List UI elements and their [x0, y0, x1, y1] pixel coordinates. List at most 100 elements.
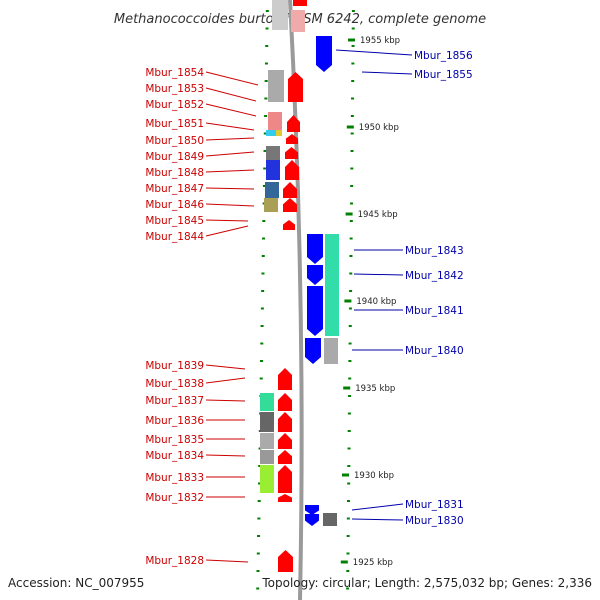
forward-gene-arrow: [287, 115, 300, 132]
tick-mark-left: [263, 132, 267, 135]
gene-label-mbur_1856: Mbur_1856: [414, 50, 473, 62]
kbp-tick: [348, 38, 355, 42]
leader-line: [205, 364, 246, 370]
gene-label-mbur_1855: Mbur_1855: [414, 69, 473, 81]
homolog-box: [260, 412, 274, 432]
tick-mark-right: [346, 535, 350, 537]
tick-mark-left: [260, 342, 264, 345]
leader-line: [335, 49, 413, 56]
tick-mark-right: [349, 290, 353, 292]
homolog-box: [266, 146, 280, 160]
tick-mark-right: [347, 482, 351, 485]
tick-mark-left: [260, 307, 264, 310]
tick-mark-left: [262, 220, 266, 222]
reverse-gene-arrow: [305, 514, 319, 526]
forward-gene-arrow: [278, 550, 293, 572]
gene-label-mbur_1849: Mbur_1849: [145, 151, 204, 163]
tick-mark-right: [346, 587, 350, 590]
leader-line: [205, 151, 255, 157]
tick-mark-left: [260, 325, 264, 327]
tick-mark-right: [351, 45, 355, 47]
gene-label-mbur_1847: Mbur_1847: [145, 183, 204, 195]
tick-mark-left: [262, 237, 266, 240]
tick-mark-right: [349, 202, 353, 205]
homolog-box: [323, 513, 337, 526]
tick-mark-right: [348, 307, 352, 310]
tick-mark-right: [346, 552, 350, 555]
tick-mark-left: [263, 167, 267, 170]
tick-mark-right: [351, 62, 355, 65]
gene-label-mbur_1854: Mbur_1854: [145, 67, 204, 79]
tick-mark-right: [347, 465, 351, 467]
tick-mark-left: [257, 482, 261, 485]
homolog-box: [260, 465, 274, 493]
tick-mark-left: [264, 115, 268, 117]
tick-mark-right: [347, 447, 351, 450]
gene-label-mbur_1833: Mbur_1833: [145, 472, 204, 484]
tick-mark-right: [347, 430, 351, 432]
tick-mark-left: [256, 587, 260, 590]
forward-gene-arrow: [288, 72, 303, 102]
leader-line: [205, 225, 249, 237]
homolog-boxes: [260, 0, 339, 526]
tick-mark-right: [348, 342, 352, 345]
reverse-gene-arrow: [307, 265, 323, 285]
kbp-label: 1940 kbp: [356, 297, 396, 307]
leader-line: [205, 219, 249, 222]
kbp-tick: [343, 386, 351, 390]
homolog-box: [268, 70, 284, 102]
tick-mark-right: [350, 185, 354, 187]
reverse-gene-arrow: [305, 505, 319, 515]
kbp-labels: 1955 kbp 1950 kbp 1945 kbp 1940 kbp 1935 kbp…: [340, 36, 400, 568]
leader-line: [205, 103, 257, 117]
tick-marks: [256, 10, 355, 590]
leader-line: [205, 71, 259, 86]
tick-mark-left: [256, 552, 260, 555]
tick-mark-right: [351, 10, 355, 12]
gene-label-mbur_1852: Mbur_1852: [145, 99, 204, 111]
tick-mark-left: [260, 360, 263, 362]
leader-line: [205, 399, 246, 402]
tick-mark-left: [261, 255, 265, 257]
tick-mark-right: [347, 500, 350, 502]
gene-label-mbur_1831: Mbur_1831: [405, 499, 464, 511]
tick-mark-right: [348, 377, 352, 380]
homolog-box: [291, 10, 305, 32]
tick-mark-left: [257, 535, 261, 537]
homolog-box: [266, 130, 280, 136]
gene-label-mbur_1836: Mbur_1836: [145, 415, 204, 427]
forward-gene-arrow: [286, 134, 298, 144]
gene-label-mbur_1848: Mbur_1848: [145, 167, 204, 179]
tick-mark-left: [259, 377, 263, 380]
homolog-box: [276, 130, 282, 136]
gene-label-mbur_1835: Mbur_1835: [145, 434, 204, 446]
kbp-label: 1935 kbp: [355, 384, 395, 394]
leader-line: [205, 454, 246, 457]
forward-gene-arrow: [278, 393, 292, 411]
forward-gene-arrow: [283, 182, 297, 198]
gene-label-mbur_1838: Mbur_1838: [145, 378, 204, 390]
kbp-label: 1930 kbp: [354, 471, 394, 481]
gene-label-mbur_1841: Mbur_1841: [405, 305, 464, 317]
label-leader-lines: [205, 49, 413, 563]
forward-gene-arrow: [285, 147, 298, 159]
forward-gene-arrow: [293, 0, 307, 6]
gene-label-mbur_1839: Mbur_1839: [145, 360, 204, 372]
homolog-box: [324, 338, 338, 364]
homolog-box: [272, 0, 288, 30]
tick-mark-left: [257, 517, 261, 520]
tick-mark-right: [351, 97, 355, 100]
gene-label-mbur_1844: Mbur_1844: [145, 231, 204, 243]
gene-label-mbur_1834: Mbur_1834: [145, 450, 204, 462]
tick-mark-right: [350, 150, 354, 152]
tick-mark-left: [265, 27, 269, 30]
leader-line: [205, 169, 255, 173]
kbp-label: 1950 kbp: [359, 123, 399, 133]
tick-mark-right: [351, 27, 355, 30]
gene-label-mbur_1837: Mbur_1837: [145, 395, 204, 407]
homolog-box: [260, 393, 274, 411]
reverse-gene-arrow: [307, 286, 323, 336]
kbp-tick: [340, 560, 348, 564]
kbp-tick: [344, 299, 352, 303]
